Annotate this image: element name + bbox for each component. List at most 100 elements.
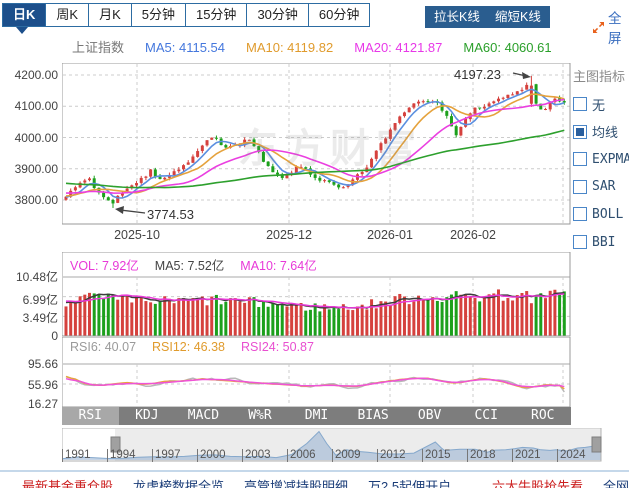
- checkbox-label-sar: SAR: [592, 179, 616, 195]
- period-tab-monthly[interactable]: 月K: [88, 3, 132, 27]
- nav-year-2006: 2006: [287, 449, 316, 462]
- main-y-label-3900.00: 3900.00: [14, 162, 58, 176]
- indicator-tab-cci[interactable]: CCI: [474, 408, 498, 423]
- indicator-tab-roc[interactable]: ROC: [531, 408, 555, 423]
- period-tab-15min[interactable]: 15分钟: [184, 3, 248, 27]
- selected-tab-pointer: [16, 27, 28, 34]
- volume-legend: VOL: 7.92亿 MA5: 7.52亿 MA10: 7.64亿: [70, 255, 333, 274]
- checkbox-bbi[interactable]: [573, 235, 587, 249]
- navigator-area-chart: [62, 430, 601, 460]
- checkbox-none[interactable]: [573, 97, 587, 111]
- indicator-tab-rsi[interactable]: RSI: [62, 407, 119, 425]
- volume-legend-item-2: MA10: 7.64亿: [240, 259, 317, 273]
- sidebar-item-sar[interactable]: SAR: [573, 177, 615, 197]
- footer-link-5[interactable]: 全网资金流向: [603, 479, 629, 488]
- period-tab-daily[interactable]: 日K: [2, 3, 47, 27]
- volume-y-label-3.49亿: 3.49亿: [22, 311, 58, 325]
- main-x-label-2025-12: 2025-12: [266, 228, 312, 242]
- footer-link-2[interactable]: 高管增减持股明细: [244, 479, 349, 488]
- volume-y-label-6.99亿: 6.99亿: [22, 293, 58, 307]
- main-y-label-3800.00: 3800.00: [14, 193, 58, 207]
- volume-bars: [64, 289, 566, 336]
- sidebar-item-boll[interactable]: BOLL: [573, 204, 623, 224]
- nav-year-2009: 2009: [332, 449, 361, 462]
- checkbox-label-boll: BOLL: [592, 206, 624, 222]
- checkbox-boll[interactable]: [573, 207, 587, 222]
- main-x-label-2026-01: 2026-01: [367, 228, 413, 242]
- nav-year-1997: 1997: [152, 449, 181, 462]
- lengthen-kline-button[interactable]: 拉长K线: [425, 6, 489, 28]
- high-annotation-label: 4197.23: [454, 67, 501, 82]
- indicator-tab-macd[interactable]: MACD: [187, 408, 220, 423]
- low-annotation: 3774.53: [115, 206, 194, 222]
- period-tab-30min[interactable]: 30分钟: [246, 3, 309, 27]
- fullscreen-button[interactable]: 全屏: [592, 7, 629, 47]
- checkbox-label-none: 无: [592, 98, 606, 114]
- volume-legend-item-0: VOL: 7.92亿: [70, 259, 139, 273]
- navigator-left-handle[interactable]: [110, 436, 121, 453]
- checkbox-label-ma: 均线: [592, 126, 619, 142]
- rsi-y-label-95.66: 95.66: [27, 357, 58, 371]
- checkbox-sar[interactable]: [573, 179, 587, 194]
- volume-y-label-0: 0: [51, 329, 58, 343]
- sidebar-item-bbi[interactable]: BBI: [573, 232, 615, 252]
- footer-links-bar: 最新基金重仓股 龙虎榜数据全览 高管增减持股明细 万2.5起佣开户 六大牛股抢先看 全网资…: [0, 470, 629, 488]
- rsi-legend-item-0: RSI6: 40.07: [70, 340, 137, 354]
- volume-chart[interactable]: [62, 252, 571, 337]
- indicator-tab-wr[interactable]: W%R: [248, 408, 272, 423]
- nav-year-2018: 2018: [467, 449, 496, 462]
- rsi-chart[interactable]: [62, 337, 571, 407]
- fullscreen-expand-icon: [592, 21, 605, 34]
- rsi-y-label-55.96: 55.96: [27, 378, 58, 392]
- high-annotation: 4197.23: [454, 67, 531, 82]
- nav-year-2015: 2015: [422, 449, 451, 462]
- low-annotation-label: 3774.53: [147, 207, 194, 222]
- indicator-tab-bar: RSI KDJ MACD W%R DMI BIAS OBV CCI ROC: [62, 407, 571, 425]
- nav-year-2012: 2012: [377, 449, 406, 462]
- sidebar-item-ma[interactable]: 均线: [573, 122, 618, 142]
- period-tab-bar: 日K 周K 月K 5分钟 15分钟 30分钟 60分钟: [2, 3, 371, 27]
- main-y-label-4100.00: 4100.00: [14, 99, 58, 113]
- ma-legend-values: MA5: 4115.54 MA10: 4119.82 MA20: 4121.87 MA…: [145, 40, 573, 55]
- rsi-y-label-16.27: 16.27: [27, 397, 58, 411]
- indicator-tab-dmi[interactable]: DMI: [304, 408, 329, 423]
- nav-year-1994: 1994: [107, 449, 136, 462]
- shorten-kline-button[interactable]: 缩短K线: [486, 6, 550, 28]
- checkbox-ma-checked[interactable]: [573, 124, 587, 139]
- indicator-tab-obv[interactable]: OBV: [417, 408, 442, 423]
- period-tab-weekly[interactable]: 周K: [45, 3, 90, 27]
- period-tab-60min[interactable]: 60分钟: [307, 3, 371, 27]
- volume-y-label-10.48亿: 10.48亿: [15, 270, 58, 284]
- rsi-legend-item-1: RSI12: 46.38: [152, 340, 225, 354]
- rsi-lines: [65, 375, 565, 393]
- ma-legend-item-2: MA20: 4121.87: [354, 40, 443, 55]
- ma-lines: [65, 88, 565, 199]
- sidebar-item-expma[interactable]: EXPMA: [573, 149, 629, 169]
- ma-legend-row: 上证指数 MA5: 4115.54 MA10: 4119.82 MA20: 4121.…: [72, 37, 594, 56]
- footer-link-4[interactable]: 六大牛股抢先看: [492, 479, 584, 488]
- main-indicator-title: 主图指标: [573, 69, 626, 84]
- footer-link-1[interactable]: 龙虎榜数据全览: [133, 479, 225, 488]
- nav-year-2003: 2003: [242, 449, 271, 462]
- sidebar-item-none[interactable]: 无: [573, 94, 605, 114]
- volume-legend-item-1: MA5: 7.52亿: [154, 259, 225, 273]
- period-tab-5min[interactable]: 5分钟: [130, 3, 186, 27]
- timeline-navigator[interactable]: [62, 428, 602, 462]
- main-grid: [63, 64, 570, 224]
- nav-year-2024: 2024: [557, 449, 586, 462]
- navigator-right-handle[interactable]: [591, 436, 602, 453]
- main-x-label-2025-10: 2025-10: [114, 228, 160, 242]
- nav-year-2000: 2000: [197, 449, 226, 462]
- ma-legend-item-0: MA5: 4115.54: [145, 40, 225, 55]
- checkbox-label-bbi: BBI: [592, 234, 616, 250]
- checkbox-expma[interactable]: [573, 152, 587, 167]
- fullscreen-label: 全屏: [608, 11, 622, 46]
- rsi-legend: RSI6: 40.07 RSI12: 46.38 RSI24: 50.87: [70, 340, 330, 354]
- indicator-tab-kdj[interactable]: KDJ: [135, 408, 159, 423]
- footer-link-3[interactable]: 万2.5起佣开户: [368, 479, 452, 488]
- indicator-tab-bias[interactable]: BIAS: [357, 408, 389, 423]
- main-candlestick-chart[interactable]: 4197.23 3774.53: [62, 63, 571, 225]
- footer-link-0[interactable]: 最新基金重仓股: [22, 479, 114, 488]
- ma-legend-item-1: MA10: 4119.82: [246, 40, 334, 55]
